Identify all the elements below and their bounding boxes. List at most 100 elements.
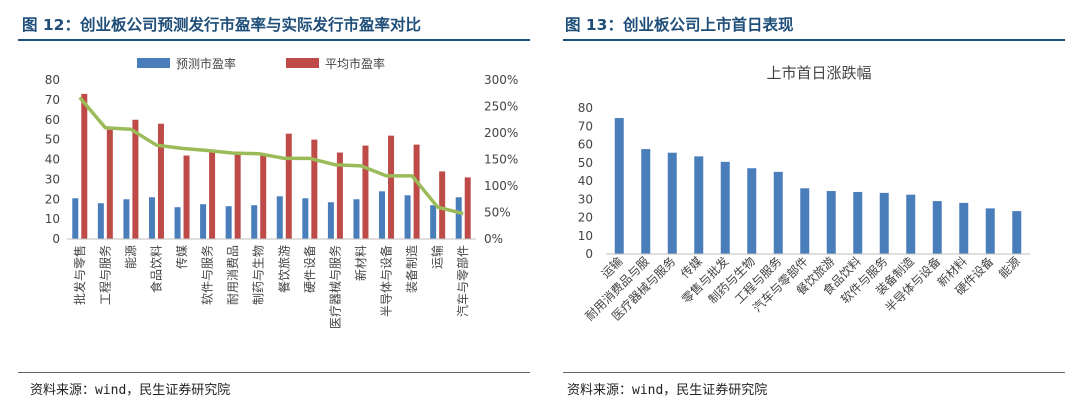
y-right-tick-label: 200% — [484, 126, 518, 140]
x-category-label: 汽车与零部件 — [455, 245, 470, 317]
bar-predicted-pe — [200, 204, 207, 239]
bar-predicted-pe — [251, 205, 258, 239]
bar-predicted-pe — [97, 203, 104, 239]
figure-12-source: 资料来源：wind，民生证券研究院 — [30, 383, 231, 398]
y-tick-label: 60 — [578, 138, 593, 152]
y-left-tick-label: 50 — [45, 133, 60, 147]
x-category-label: 软件与服务 — [200, 245, 215, 305]
y-left-tick-label: 70 — [45, 93, 60, 107]
legend-label-average-pe: 平均市盈率 — [325, 56, 385, 71]
y-right-tick-label: 250% — [484, 100, 518, 114]
bar-first-day-return — [800, 188, 810, 254]
bar-first-day-return — [720, 161, 730, 254]
bottom-rule — [18, 372, 530, 373]
x-category-label: 传媒 — [174, 245, 189, 269]
legend-swatch-average-pe — [286, 58, 319, 68]
x-category-label: 餐饮旅游 — [276, 245, 291, 293]
y-tick-label: 10 — [578, 229, 593, 243]
bar-first-day-return — [773, 171, 783, 254]
bar-predicted-pe — [123, 199, 130, 239]
y-right-tick-label: 50% — [484, 206, 511, 220]
bar-first-day-return — [879, 192, 889, 254]
y-tick-label: 40 — [578, 174, 593, 188]
chart-title: 上市首日涨跌幅 — [766, 64, 871, 82]
bar-first-day-return — [932, 201, 942, 254]
bar-average-pe — [183, 155, 190, 239]
bar-first-day-return — [667, 152, 677, 254]
x-category-label: 硬件设备 — [303, 245, 317, 293]
bar-average-pe — [413, 144, 420, 239]
y-left-tick-label: 80 — [45, 73, 60, 87]
x-category-label: 食品饮料 — [149, 245, 164, 293]
pe-comparison-chart: 预测市盈率 平均市盈率 0 10 20 30 40 50 60 70 80 0% 50% 100% 150%… — [45, 56, 519, 329]
x-category-label: 工程与服务 — [97, 245, 112, 305]
bar-first-day-return — [826, 191, 836, 254]
bar-first-day-return — [694, 156, 704, 254]
y-right-tick-label: 300% — [484, 73, 518, 87]
line-series — [78, 96, 464, 216]
x-category-label: 耐用消费品 — [226, 245, 240, 305]
x-category-label: 批发与零售 — [72, 245, 87, 305]
bar-predicted-pe — [353, 199, 360, 239]
y-tick-label: 0 — [585, 247, 593, 261]
y-tick-label: 70 — [578, 119, 593, 133]
y-left-tick-label: 10 — [45, 212, 60, 226]
x-category-label: 运输 — [430, 245, 445, 269]
y-left-tick-label: 40 — [45, 153, 60, 167]
x-category-label: 半导体与设备 — [380, 245, 394, 317]
first-day-return-chart: 上市首日涨跌幅01020304050607080运输耐用消费品与服医疗器械与服务… — [578, 64, 1030, 324]
y-right-tick-label: 100% — [484, 179, 518, 193]
bar-average-pe — [132, 119, 139, 239]
bar-average-pe — [336, 152, 343, 239]
bar-average-pe — [388, 135, 395, 239]
bar-average-pe — [464, 177, 471, 239]
y-right-tick-label: 0% — [484, 232, 503, 246]
bar-first-day-return — [641, 149, 651, 254]
y-left-tick-label: 0 — [52, 232, 60, 246]
bar-predicted-pe — [302, 198, 309, 239]
bar-predicted-pe — [72, 198, 79, 239]
bar-average-pe — [362, 145, 369, 239]
bar-predicted-pe — [148, 197, 155, 239]
bar-average-pe — [260, 153, 267, 239]
bar-predicted-pe — [455, 197, 462, 239]
bar-predicted-pe — [430, 205, 437, 239]
bar-average-pe — [311, 139, 318, 239]
y-tick-label: 30 — [578, 192, 593, 206]
y-left-tick-label: 60 — [45, 113, 60, 127]
y-tick-label: 20 — [578, 211, 593, 225]
y-tick-label: 80 — [578, 101, 593, 115]
bar-first-day-return — [614, 118, 624, 254]
x-category-label: 医疗器械与服务 — [327, 245, 342, 329]
bar-predicted-pe — [404, 195, 411, 239]
bar-predicted-pe — [327, 202, 334, 239]
bar-average-pe — [234, 153, 241, 239]
bar-first-day-return — [1012, 211, 1022, 254]
figure-13-source: 资料来源：wind，民生证券研究院 — [567, 383, 768, 398]
x-category-label: 装备制造 — [405, 245, 419, 293]
bar-average-pe — [285, 133, 292, 239]
bar-first-day-return — [853, 191, 863, 254]
bar-predicted-pe — [174, 207, 181, 239]
x-category-label: 制药与生物 — [252, 245, 266, 305]
bar-first-day-return — [747, 168, 757, 254]
y-right-tick-label: 150% — [484, 153, 518, 167]
bottom-rule — [563, 372, 1065, 373]
bar-predicted-pe — [379, 191, 386, 239]
y-left-tick-label: 30 — [45, 172, 60, 186]
figure-13-title: 图 13：创业板公司上市首日表现 — [565, 16, 794, 34]
title-rule — [18, 39, 530, 41]
bar-average-pe — [439, 171, 446, 239]
right-figure-panel: 图 13：创业板公司上市首日表现 上市首日涨跌幅 0 10 20 30 40 50 60 70 8… — [563, 0, 1075, 419]
x-category-label: 能源 — [124, 245, 138, 269]
y-left-tick-label: 20 — [45, 192, 60, 206]
bar-predicted-pe — [225, 206, 232, 239]
bar-average-pe — [157, 123, 164, 239]
left-figure-panel: 图 12：创业板公司预测发行市盈率与实际发行市盈率对比 预测市盈率 平均市盈率 0 1… — [0, 0, 530, 419]
bar-first-day-return — [906, 194, 916, 254]
bar-average-pe — [209, 149, 216, 239]
bar-first-day-return — [985, 208, 995, 254]
figure-12-title: 图 12：创业板公司预测发行市盈率与实际发行市盈率对比 — [22, 16, 421, 34]
bar-average-pe — [81, 93, 88, 239]
title-rule — [563, 39, 1065, 41]
